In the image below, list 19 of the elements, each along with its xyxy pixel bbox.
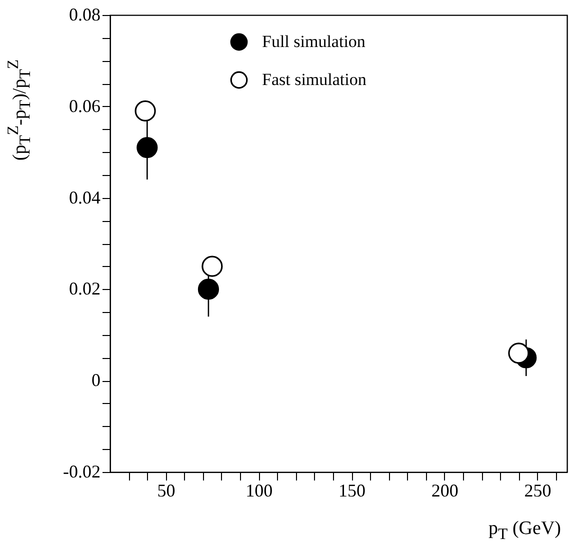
x-tick-label: 100: [246, 480, 273, 500]
x-tick-label: 150: [338, 480, 366, 500]
point: [508, 342, 530, 364]
x-tick-label: 50: [157, 480, 176, 500]
y-tick-label: 0.06: [69, 96, 100, 116]
y-tick-label: 0.02: [69, 278, 100, 299]
point: [202, 256, 223, 277]
y-tick-label: 0: [92, 370, 100, 390]
y-tick-label: -0.02: [63, 462, 100, 482]
legend-label: Fast simulation: [262, 70, 367, 89]
point: [198, 278, 220, 300]
x-tick-label: 250: [524, 480, 552, 500]
legend-label: Full simulation: [262, 32, 366, 51]
y-tick-label: 0.08: [69, 4, 100, 24]
point: [136, 137, 158, 158]
point: [134, 100, 156, 122]
y-tick-label: 0.04: [69, 187, 100, 208]
x-axis-title: p$_{T}$ (GeV): [488, 518, 561, 544]
x-tick-label: 200: [431, 480, 458, 500]
